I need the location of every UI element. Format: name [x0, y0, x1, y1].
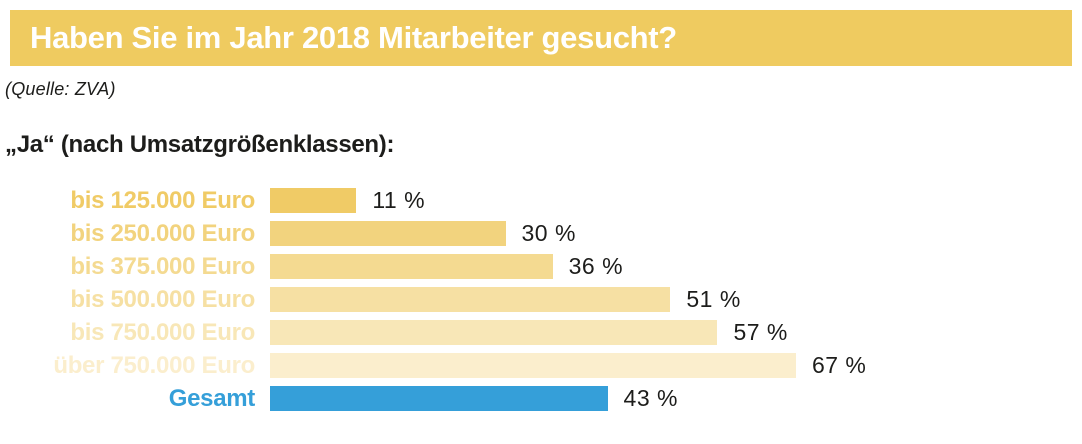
bar [270, 287, 671, 312]
chart-row: über 750.000 Euro 67 % [0, 352, 1082, 379]
bar [270, 254, 553, 279]
category-label: bis 500.000 Euro [70, 286, 255, 313]
value-label: 11 % [372, 187, 426, 213]
bar [270, 188, 357, 213]
category-label: bis 750.000 Euro [70, 319, 255, 346]
bar-track: 11 % [270, 187, 1055, 213]
category-label: Gesamt [168, 385, 256, 412]
source-note: (Quelle: ZVA) [5, 79, 116, 99]
bar-track: 36 % [270, 253, 1055, 279]
chart-row: Gesamt 43 % [0, 385, 1082, 412]
chart-subtitle: „Ja“ (nach Umsatzgrößenklassen): [5, 131, 395, 158]
category-label: bis 375.000 Euro [70, 253, 255, 280]
category-label: über 750.000 Euro [53, 352, 255, 379]
category-label: bis 125.000 Euro [70, 187, 255, 214]
bar-track: 67 % [270, 352, 1055, 378]
bar [270, 221, 506, 246]
value-label: 57 % [733, 319, 788, 345]
category-label: bis 250.000 Euro [70, 220, 255, 247]
page-title: Haben Sie im Jahr 2018 Mitarbeiter gesuc… [30, 20, 677, 55]
value-label: 51 % [686, 286, 741, 312]
chart-row: bis 750.000 Euro 57 % [0, 319, 1082, 346]
bar-track: 51 % [270, 286, 1055, 312]
value-label: 30 % [521, 220, 576, 246]
bar-chart: bis 125.000 Euro 11 % bis 250.000 Euro 3… [0, 187, 1082, 419]
title-band: Haben Sie im Jahr 2018 Mitarbeiter gesuc… [10, 10, 1072, 66]
value-label: 43 % [623, 385, 678, 411]
bar [270, 320, 718, 345]
bar-track: 57 % [270, 319, 1055, 345]
chart-row: bis 375.000 Euro 36 % [0, 253, 1082, 280]
chart-row: bis 125.000 Euro 11 % [0, 187, 1082, 214]
chart-row: bis 250.000 Euro 30 % [0, 220, 1082, 247]
bar-track: 43 % [270, 385, 1055, 411]
bar-track: 30 % [270, 220, 1055, 246]
value-label: 36 % [568, 253, 624, 279]
chart-row: bis 500.000 Euro 51 % [0, 286, 1082, 313]
bar [270, 353, 796, 378]
bar [270, 386, 608, 411]
value-label: 67 % [811, 352, 867, 378]
